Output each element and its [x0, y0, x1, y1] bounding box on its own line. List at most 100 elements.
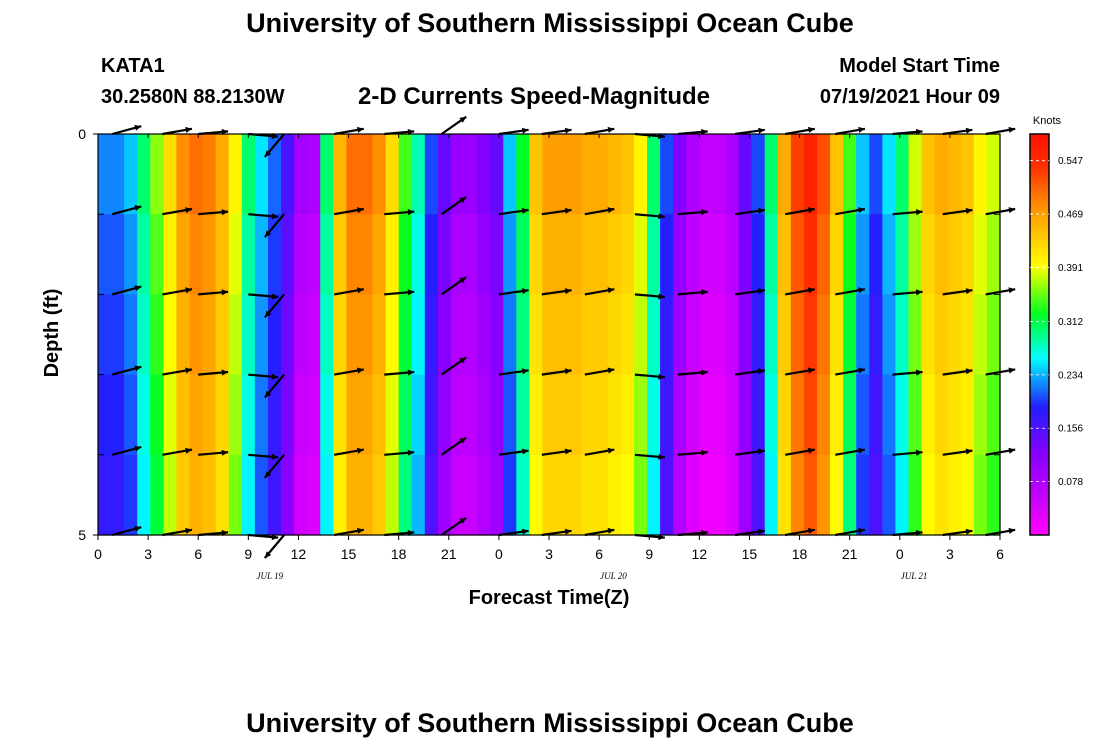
heatmap-cell	[908, 134, 923, 215]
current-vector-head	[916, 369, 923, 376]
heatmap-cell	[803, 374, 818, 456]
heatmap-cell	[607, 374, 622, 456]
heatmap-cell	[124, 214, 138, 295]
heatmap-cell	[516, 374, 530, 456]
station-id: KATA1	[101, 55, 165, 77]
heatmap-cell	[490, 294, 504, 376]
colorbar-tick-label: 0.312	[1058, 317, 1083, 328]
heatmap-cell	[503, 214, 517, 295]
current-vector-head	[607, 287, 615, 294]
current-vector-head	[758, 288, 765, 295]
heatmap-cell	[346, 374, 361, 456]
heatmap-cell	[542, 214, 557, 295]
heatmap-cell	[215, 374, 230, 456]
heatmap-cell	[333, 134, 347, 215]
heatmap-cell	[947, 374, 962, 456]
current-vector-head	[264, 310, 272, 318]
heatmap-cell	[385, 374, 400, 456]
x-tick-label: 3	[545, 546, 553, 562]
heatmap-cell	[843, 454, 857, 536]
heatmap-cell	[647, 134, 661, 215]
heatmap-cell	[307, 294, 321, 376]
x-tick-label: 21	[842, 546, 858, 562]
heatmap-cell	[450, 134, 465, 215]
heatmap-cell	[202, 454, 217, 536]
heatmap-cell	[660, 374, 674, 456]
current-vector-head	[521, 288, 529, 295]
current-vector-head	[1008, 126, 1016, 133]
heatmap-cell	[542, 374, 557, 456]
heatmap-cell	[568, 374, 583, 456]
heatmap-cell	[764, 134, 779, 215]
heatmap-cell	[516, 454, 530, 536]
heatmap-cell	[607, 214, 622, 295]
heatmap-cell	[777, 374, 792, 456]
heatmap-cell	[490, 454, 504, 536]
heatmap-cell	[882, 374, 897, 456]
heatmap-cell	[398, 374, 413, 456]
heatmap-cell	[385, 294, 400, 376]
heatmap-cell	[424, 454, 439, 536]
current-vector-head	[758, 368, 765, 375]
heatmap-cell	[986, 134, 1001, 215]
model-start-value: 07/19/2021 Hour 09	[819, 86, 1000, 108]
heatmap-cell	[725, 294, 740, 376]
heatmap-cell	[215, 294, 230, 376]
current-vector-head	[858, 287, 865, 294]
heatmap-cell	[320, 294, 334, 376]
heatmap-cell	[869, 214, 883, 295]
current-vector-head	[407, 289, 415, 296]
heatmap-cell	[555, 214, 570, 295]
heatmap-cell	[908, 294, 923, 376]
heatmap-cell	[254, 214, 269, 295]
current-vector-head	[264, 390, 272, 398]
current-vector-head	[965, 127, 973, 134]
heatmap-cell	[777, 454, 792, 536]
heatmap-cell	[738, 214, 753, 295]
heatmap-cell	[673, 134, 687, 215]
heatmap-cell	[320, 214, 334, 295]
current-vector-head	[357, 207, 364, 214]
heatmap-cell	[973, 454, 988, 536]
heatmap-cell	[254, 454, 269, 536]
current-vector-head	[701, 209, 708, 216]
heatmap-cell	[411, 294, 426, 376]
heatmap-cell	[450, 454, 465, 536]
heatmap-cell	[790, 134, 805, 215]
heatmap-cell	[346, 214, 361, 295]
heatmap-cell	[803, 134, 818, 215]
current-vector-head	[185, 287, 192, 294]
heatmap-cell	[686, 134, 700, 215]
date-label: JUL 20	[600, 571, 627, 581]
current-vector-head	[221, 369, 229, 376]
heatmap-cell	[882, 454, 897, 536]
heatmap-cell	[607, 454, 622, 536]
heatmap-cell	[294, 454, 308, 536]
heatmap-cell	[973, 214, 988, 295]
heatmap-cell	[137, 214, 151, 295]
heatmap-cell	[947, 134, 962, 215]
heatmap-cell	[816, 294, 831, 376]
heatmap-cell	[359, 134, 374, 215]
heatmap-cell	[163, 454, 178, 536]
heatmap-cell	[986, 374, 1001, 456]
heatmap-cell	[960, 134, 975, 215]
heatmap-cell	[111, 454, 125, 536]
x-tick-label: 18	[792, 546, 808, 562]
heatmap-cell	[437, 214, 452, 295]
heatmap-cell	[464, 454, 478, 536]
heatmap-cell	[712, 214, 727, 295]
colorbar-tick-label: 0.078	[1058, 477, 1083, 488]
colorbar-tick-label: 0.234	[1058, 370, 1083, 381]
heatmap-cell	[725, 134, 740, 215]
heatmap-cell	[725, 374, 740, 456]
heatmap-cell	[241, 374, 256, 456]
heatmap-cell	[921, 454, 936, 536]
heatmap-cell	[816, 454, 831, 536]
heatmap-cell	[150, 294, 164, 376]
heatmap-cell	[150, 214, 164, 295]
heatmap-cell	[843, 214, 857, 295]
heatmap-cell	[529, 134, 544, 215]
current-vector-head	[965, 288, 973, 295]
heatmap-cell	[437, 454, 452, 536]
